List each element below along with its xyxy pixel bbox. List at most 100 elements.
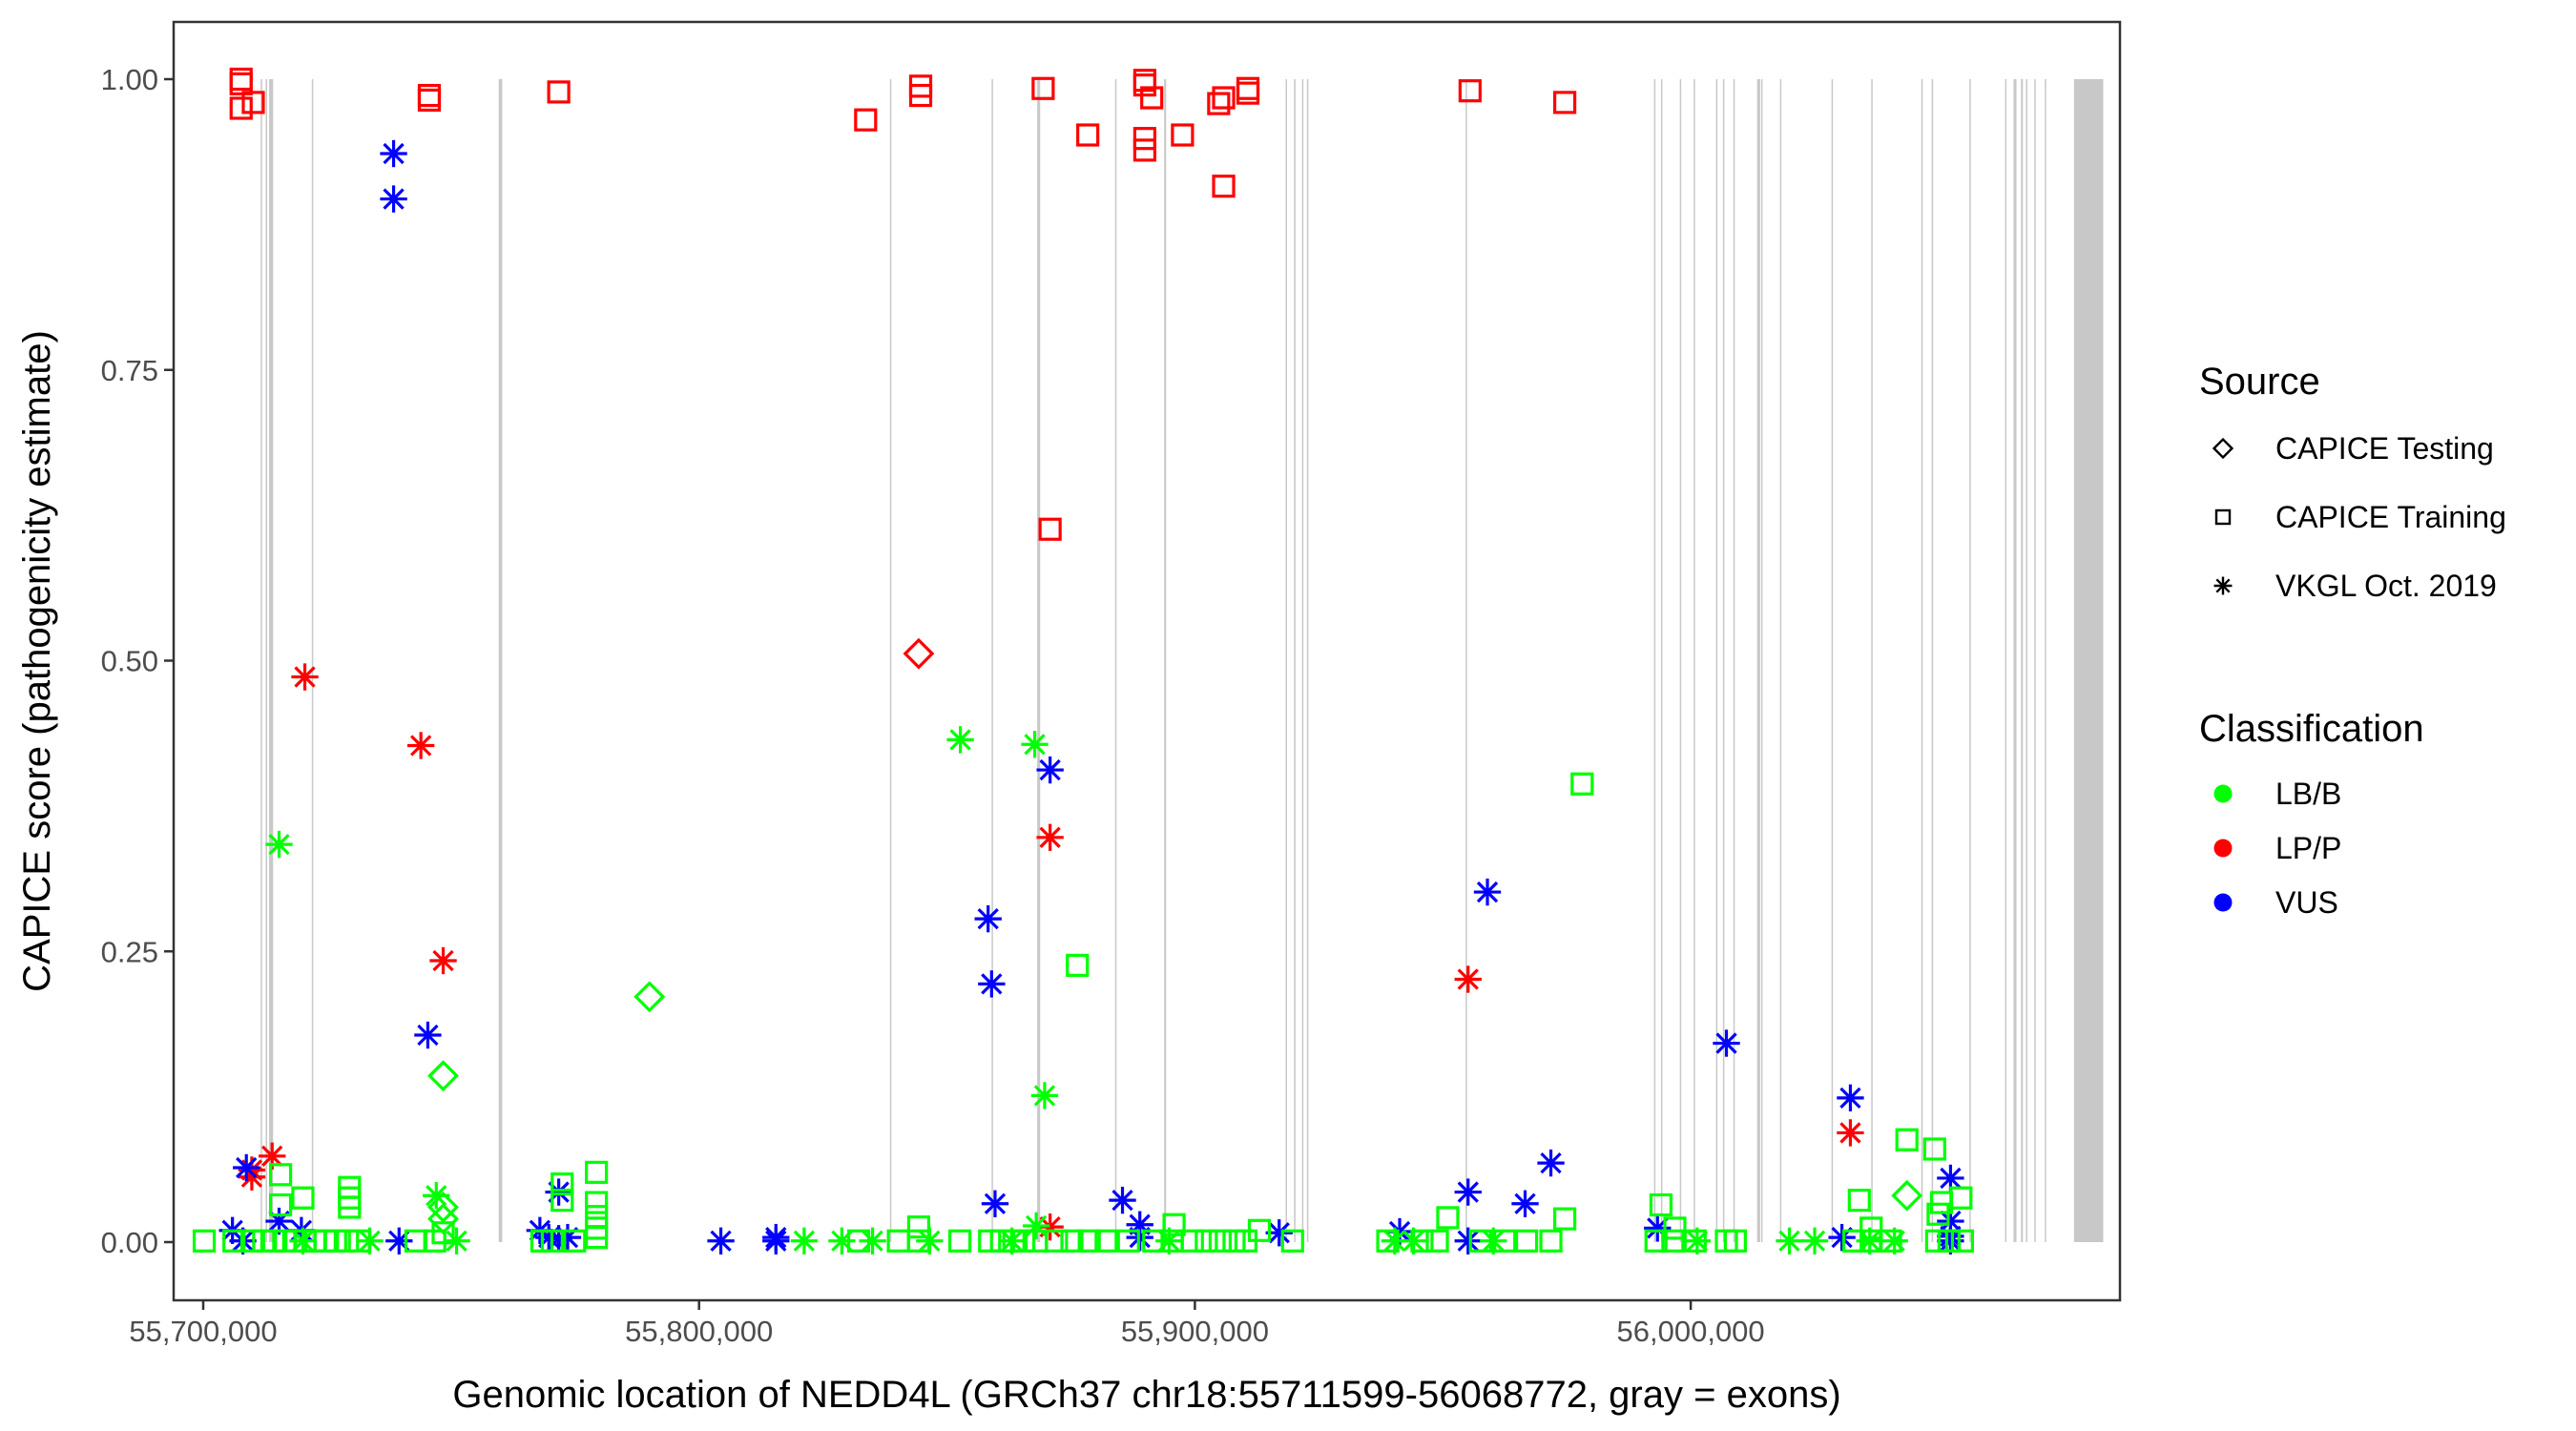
legend-key-diamond-icon <box>2212 437 2234 460</box>
training-point-b <box>585 1160 609 1184</box>
x-axis: 55,700,000 55,800,000 55,900,000 56,000,000 <box>129 1300 1765 1348</box>
training-point-b <box>239 1229 264 1253</box>
vkgl-point-u <box>1454 1178 1482 1206</box>
vkgl-point-b <box>1683 1227 1712 1255</box>
training-point-b <box>192 1229 217 1253</box>
legend-source-label: CAPICE Training <box>2275 500 2506 534</box>
y-axis-title: CAPICE score (pathogenicity estimate) <box>16 330 58 992</box>
vkgl-point-u <box>1828 1223 1856 1252</box>
legend-class-item: VUS <box>2213 885 2338 920</box>
y-tick-label: 0.00 <box>101 1226 158 1259</box>
training-point-b <box>291 1186 315 1210</box>
training-point-b <box>551 1189 574 1213</box>
legend-key-asterisk-icon <box>2213 576 2233 595</box>
training-point-b <box>1077 1229 1101 1253</box>
exon-band <box>498 79 503 1242</box>
x-tick-label: 56,000,000 <box>1617 1315 1765 1348</box>
training-point-b <box>1924 1229 1948 1253</box>
legend-source-item: VKGL Oct. 2019 <box>2213 569 2497 603</box>
vkgl-point-b <box>1800 1227 1829 1255</box>
training-point-p <box>1076 123 1100 147</box>
training-point-b <box>1436 1206 1460 1230</box>
training-point-p <box>1031 76 1055 100</box>
vkgl-point-b <box>1021 731 1049 758</box>
exon-band <box>1722 79 1725 1242</box>
vkgl-point-b <box>1022 1212 1050 1240</box>
training-point-b <box>540 1229 564 1253</box>
exon-band <box>1760 79 1763 1242</box>
training-point-b <box>1847 1189 1871 1213</box>
exon-band <box>260 79 262 1242</box>
vkgl-point-u <box>1837 1084 1864 1112</box>
vkgl-point-p <box>429 946 457 975</box>
vkgl-point-b <box>828 1227 856 1255</box>
training-point-p <box>1212 86 1236 110</box>
training-point-p <box>1132 73 1157 97</box>
exon-band <box>1693 79 1695 1242</box>
exon-band <box>1871 79 1873 1242</box>
training-point-b <box>1926 1202 1950 1226</box>
testing-point-p <box>903 637 935 670</box>
exon-bands <box>260 79 2104 1242</box>
vkgl-point-b <box>1856 1227 1883 1255</box>
training-point-b <box>1234 1229 1258 1253</box>
vkgl-point-b <box>356 1227 384 1255</box>
vkgl-point-b <box>443 1227 470 1255</box>
training-point-p <box>908 83 933 108</box>
training-point-b <box>1060 1229 1084 1253</box>
legend: Source CAPICE Testing CAPICE Training VKGL… <box>2199 361 2506 920</box>
exon-band <box>1679 79 1682 1242</box>
training-point-b <box>1950 1229 1974 1253</box>
exon-band <box>991 79 993 1242</box>
vkgl-point-u <box>762 1227 790 1255</box>
legend-class-item: LB/B <box>2213 777 2341 811</box>
exon-band <box>2034 79 2036 1242</box>
exon-band <box>889 79 892 1242</box>
training-point-p <box>1038 517 1062 541</box>
y-axis: 0.00 0.25 0.50 0.75 1.00 <box>101 63 174 1259</box>
exon-band <box>1285 79 1288 1242</box>
vkgl-point-b <box>998 1227 1026 1255</box>
training-point-b <box>1723 1229 1747 1253</box>
legend-classification-title: Classification <box>2199 708 2424 750</box>
training-point-b <box>1539 1229 1563 1253</box>
exon-band <box>265 79 267 1242</box>
exon-band <box>2005 79 2007 1242</box>
legend-source-item: CAPICE Testing <box>2212 431 2494 466</box>
legend-classification-entries: LB/B LP/P VUS <box>2213 777 2341 920</box>
vkgl-point-u <box>380 185 407 213</box>
exon-band <box>1294 79 1296 1242</box>
legend-class-label: VUS <box>2275 885 2338 920</box>
training-point-p <box>241 91 265 114</box>
vkgl-point-p <box>1837 1119 1864 1147</box>
vkgl-point-u <box>981 1190 1009 1217</box>
training-point-p <box>1212 175 1236 198</box>
exon-band <box>1306 79 1309 1242</box>
training-point-b <box>1514 1229 1539 1253</box>
training-point-b <box>1663 1216 1687 1240</box>
testing-point-b <box>427 1191 459 1223</box>
training-point-p <box>417 88 442 113</box>
x-tick-label: 55,900,000 <box>1121 1315 1269 1348</box>
vkgl-point-p <box>291 663 319 691</box>
legend-source-label: CAPICE Testing <box>2275 431 2494 466</box>
training-point-b <box>1195 1229 1218 1253</box>
vkgl-point-u <box>1454 1227 1482 1255</box>
exon-band <box>1037 79 1041 1242</box>
vkgl-point-b <box>1400 1227 1427 1255</box>
training-point-b <box>551 1172 574 1196</box>
training-point-b <box>1949 1186 1973 1210</box>
training-point-b <box>222 1229 246 1253</box>
training-point-b <box>1570 772 1594 796</box>
legend-source-entries: CAPICE Testing CAPICE Training VKGL Oct. 2… <box>2212 431 2506 603</box>
training-point-p <box>1458 79 1482 103</box>
vkgl-point-u <box>707 1227 735 1255</box>
training-point-p <box>1236 76 1260 100</box>
legend-class-label: LP/P <box>2275 831 2341 865</box>
vkgl-point-p <box>259 1142 286 1170</box>
y-tick-label: 0.50 <box>101 645 158 678</box>
training-point-b <box>268 1192 293 1217</box>
training-point-p <box>854 108 878 132</box>
vkgl-point-u <box>553 1223 582 1252</box>
